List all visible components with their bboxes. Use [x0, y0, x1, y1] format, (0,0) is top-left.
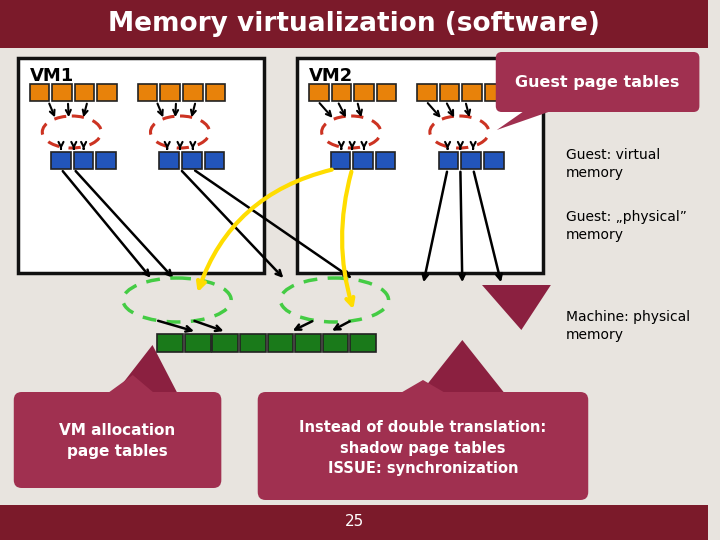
Bar	[354, 84, 374, 101]
Bar	[297, 58, 543, 273]
Bar	[206, 84, 225, 101]
Polygon shape	[482, 285, 551, 330]
Bar	[96, 152, 116, 169]
Bar	[376, 152, 395, 169]
Text: Instead of double translation:
shadow page tables
ISSUE: synchronization: Instead of double translation: shadow pa…	[300, 420, 546, 476]
Text: 25: 25	[344, 515, 364, 530]
Bar	[161, 84, 180, 101]
Bar	[138, 84, 158, 101]
FancyBboxPatch shape	[14, 392, 221, 488]
Bar	[484, 152, 504, 169]
Bar	[330, 152, 350, 169]
Bar	[309, 84, 328, 101]
Bar	[204, 152, 224, 169]
Bar	[353, 152, 373, 169]
Bar	[462, 152, 481, 169]
Bar	[75, 84, 94, 101]
Polygon shape	[108, 345, 182, 402]
Bar	[30, 84, 49, 101]
Text: VM1: VM1	[30, 67, 73, 85]
Text: Guest: „physical”
memory: Guest: „physical” memory	[566, 210, 686, 242]
Text: VM allocation
page tables: VM allocation page tables	[59, 423, 175, 459]
Text: Machine: physical
memory: Machine: physical memory	[566, 310, 690, 342]
Bar	[51, 152, 71, 169]
Polygon shape	[413, 340, 511, 402]
Bar	[331, 84, 351, 101]
Bar	[295, 334, 320, 352]
Bar	[185, 334, 210, 352]
Bar	[485, 84, 505, 101]
Bar	[0, 0, 708, 48]
Bar	[462, 84, 482, 101]
Bar	[440, 84, 459, 101]
Bar	[97, 84, 117, 101]
Bar	[212, 334, 238, 352]
Bar	[240, 334, 266, 352]
Bar	[0, 505, 708, 540]
Bar	[417, 84, 437, 101]
FancyBboxPatch shape	[258, 392, 588, 500]
Text: Memory virtualization (software): Memory virtualization (software)	[108, 11, 600, 37]
Bar	[268, 334, 293, 352]
Bar	[438, 152, 459, 169]
Bar	[52, 84, 72, 101]
Text: Guest page tables: Guest page tables	[515, 76, 679, 91]
Bar	[182, 152, 202, 169]
Bar	[158, 334, 183, 352]
Polygon shape	[497, 106, 566, 130]
Bar	[323, 334, 348, 352]
Bar	[73, 152, 94, 169]
Bar	[159, 152, 179, 169]
Text: Guest: virtual
memory: Guest: virtual memory	[566, 148, 660, 180]
Text: VM2: VM2	[309, 67, 353, 85]
FancyBboxPatch shape	[496, 52, 699, 112]
Bar	[377, 84, 397, 101]
Polygon shape	[389, 380, 457, 400]
Bar	[183, 84, 202, 101]
Bar	[350, 334, 376, 352]
Polygon shape	[99, 375, 162, 400]
Bar	[18, 58, 264, 273]
